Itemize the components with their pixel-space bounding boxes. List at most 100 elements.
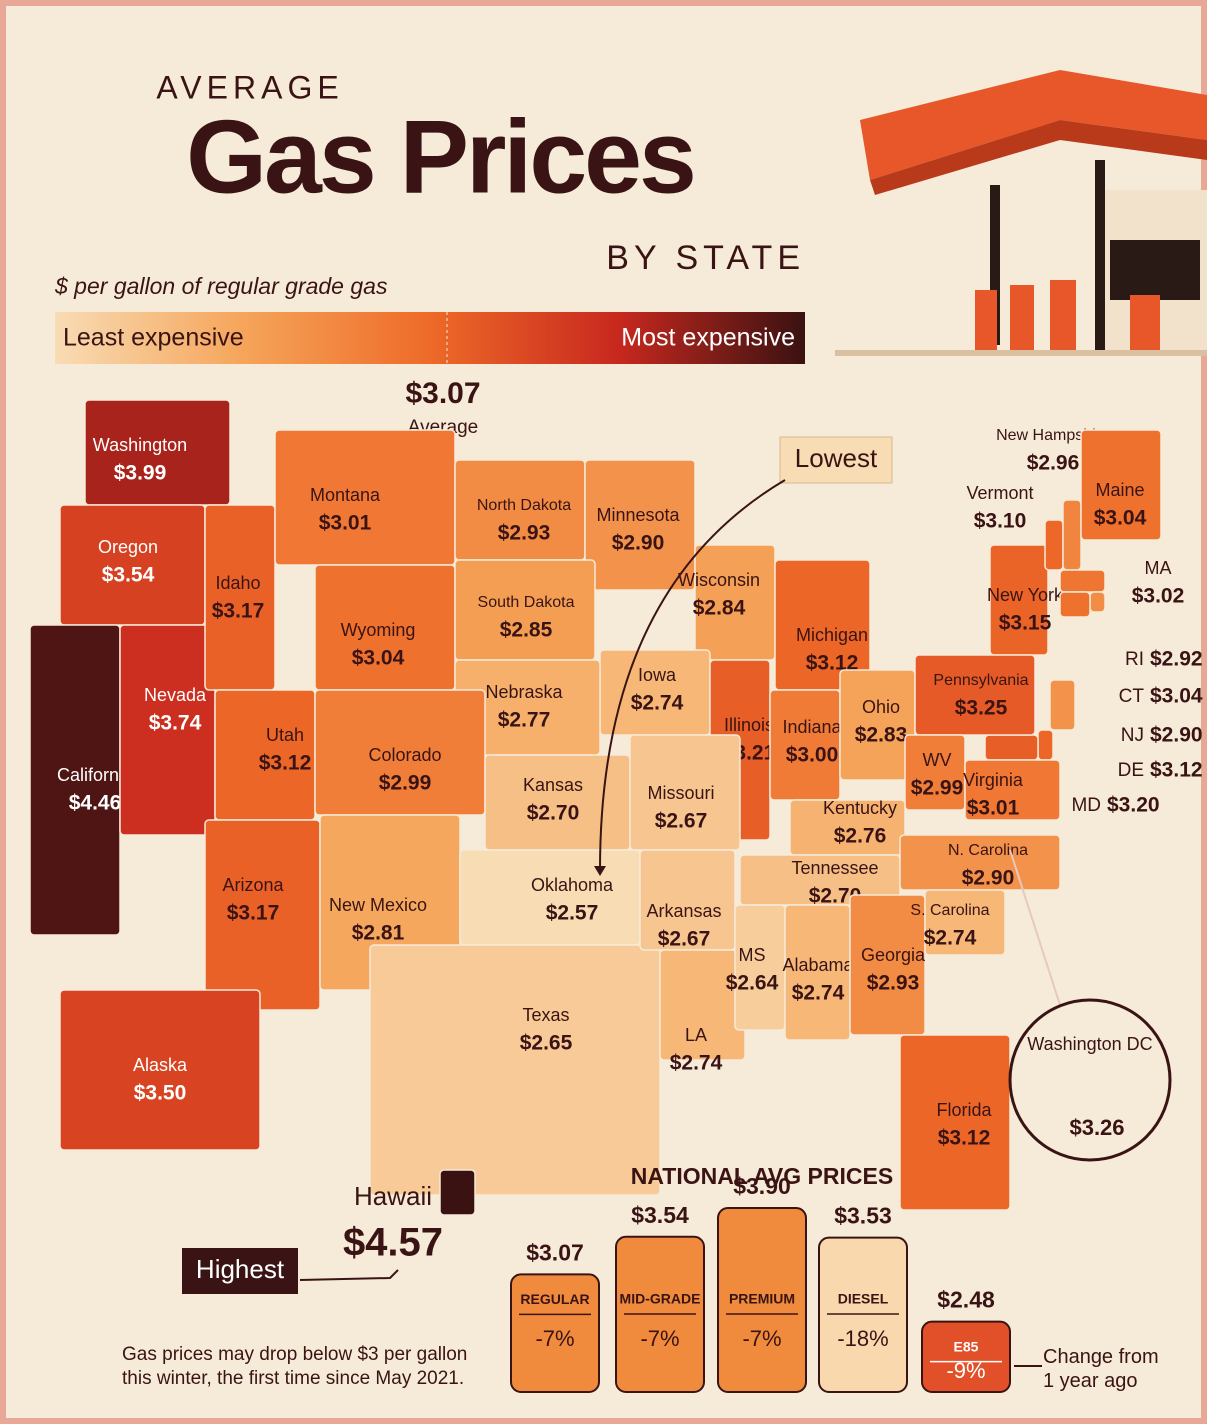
state-name: Oklahoma bbox=[531, 875, 614, 895]
state-name: Alabama bbox=[782, 955, 854, 975]
state-price: $3.12 bbox=[938, 1127, 991, 1150]
lowest-arrowhead bbox=[594, 866, 606, 876]
price-can bbox=[510, 1273, 600, 1394]
dc-name: Washington DC bbox=[1027, 1034, 1152, 1054]
unit-note: $ per gallon of regular grade gas bbox=[54, 273, 388, 299]
state-price: $3.17 bbox=[212, 600, 265, 623]
state-price: $2.99 bbox=[911, 777, 964, 800]
state-price: $3.15 bbox=[999, 612, 1052, 635]
state-price: $3.12 bbox=[806, 652, 859, 675]
state-price: $2.96 bbox=[1027, 452, 1080, 475]
state bbox=[849, 894, 926, 1036]
state bbox=[59, 989, 261, 1151]
state bbox=[204, 504, 276, 691]
average-value: $3.07 bbox=[405, 377, 480, 410]
state-price: $2.67 bbox=[658, 928, 711, 951]
national-prices: $3.07 REGULAR -7% $3.54 MID-GRADE -7% $3.90 PRE… bbox=[510, 1173, 1011, 1394]
state bbox=[369, 944, 661, 1196]
state-price: $2.90 bbox=[1150, 724, 1203, 747]
state-name: WV bbox=[923, 750, 952, 770]
state-price: $3.17 bbox=[227, 902, 280, 925]
price-label: $2.48 bbox=[937, 1287, 995, 1313]
state bbox=[924, 889, 1006, 956]
price-change: -7% bbox=[535, 1326, 574, 1351]
price-label: $3.53 bbox=[834, 1203, 892, 1229]
state-price: $2.57 bbox=[546, 902, 599, 925]
state-name: Minnesota bbox=[596, 505, 680, 525]
state-name: Kansas bbox=[523, 775, 583, 795]
state-name: Pennsylvania bbox=[933, 672, 1028, 689]
state-name: Idaho bbox=[215, 573, 260, 593]
state bbox=[734, 904, 786, 1031]
state bbox=[584, 459, 696, 591]
state-name: Utah bbox=[266, 725, 304, 745]
grade-name: E85 bbox=[954, 1338, 979, 1354]
state-name: RI bbox=[1125, 649, 1144, 670]
state-name: Kentucky bbox=[823, 798, 897, 818]
state-price: $2.76 bbox=[834, 825, 887, 848]
state-name: Wisconsin bbox=[678, 570, 760, 590]
state-name: N. Carolina bbox=[948, 842, 1028, 859]
state-price: $2.64 bbox=[726, 972, 779, 995]
state-price: $2.74 bbox=[792, 982, 845, 1005]
state-name: DE bbox=[1118, 760, 1144, 781]
state bbox=[914, 654, 1036, 736]
state-price: $3.02 bbox=[1132, 585, 1185, 608]
highest-label: Highest bbox=[196, 1254, 285, 1284]
state-price: $2.74 bbox=[631, 692, 684, 715]
price-can bbox=[717, 1207, 807, 1393]
state-price: $2.81 bbox=[352, 922, 405, 945]
state-name: Virginia bbox=[963, 770, 1024, 790]
state-price: $2.74 bbox=[670, 1052, 723, 1075]
price-label: $3.54 bbox=[631, 1202, 689, 1228]
state-name: NJ bbox=[1121, 725, 1144, 746]
state-price: $3.04 bbox=[1094, 507, 1147, 530]
state-name: Wyoming bbox=[341, 620, 416, 640]
state-price: $2.92 bbox=[1150, 648, 1203, 671]
state-name: California bbox=[57, 765, 134, 785]
state-name: South Dakota bbox=[478, 594, 575, 611]
state-name: Alaska bbox=[133, 1055, 188, 1075]
state-price: $2.67 bbox=[655, 810, 708, 833]
state bbox=[1037, 729, 1054, 761]
price-change: -9% bbox=[946, 1358, 985, 1383]
state bbox=[899, 1034, 1011, 1211]
state-price: $2.93 bbox=[867, 972, 920, 995]
state-name: Michigan bbox=[796, 625, 868, 645]
state-name: Tennessee bbox=[791, 858, 878, 878]
state-name: Iowa bbox=[638, 665, 677, 685]
state-name: Colorado bbox=[368, 745, 441, 765]
state-name: Washington bbox=[93, 435, 187, 455]
state-price: $2.85 bbox=[500, 619, 553, 642]
lowest-box bbox=[779, 436, 893, 484]
state-price: $3.20 bbox=[1107, 794, 1160, 817]
change-note: Change from 1 year ago bbox=[1043, 1346, 1159, 1392]
state-price: $3.01 bbox=[319, 512, 372, 535]
state-name: Georgia bbox=[861, 945, 926, 965]
state-price: $4.46 bbox=[69, 792, 122, 815]
state-name: Indiana bbox=[782, 717, 842, 737]
state-price: $2.90 bbox=[612, 532, 665, 555]
state-name: Nevada bbox=[144, 685, 207, 705]
state-name: Vermont bbox=[966, 483, 1033, 503]
grade-name: MID-GRADE bbox=[620, 1291, 701, 1307]
state bbox=[984, 734, 1039, 761]
state-price: $2.70 bbox=[809, 885, 862, 908]
state bbox=[1062, 499, 1082, 571]
state bbox=[439, 1169, 476, 1216]
state-price: $2.83 bbox=[855, 724, 908, 747]
state-name: Florida bbox=[936, 1100, 992, 1120]
state bbox=[964, 759, 1061, 821]
state-name: Oregon bbox=[98, 537, 158, 557]
state bbox=[1089, 591, 1106, 613]
state-name: LA bbox=[685, 1025, 707, 1045]
state-price: $3.12 bbox=[259, 752, 312, 775]
state-price: $3.10 bbox=[974, 510, 1027, 533]
highest-box bbox=[182, 1248, 298, 1294]
footnote: Gas prices may drop below $3 per gallon … bbox=[122, 1344, 468, 1389]
state-price: $3.99 bbox=[114, 462, 167, 485]
legend-high: Most expensive bbox=[621, 324, 795, 352]
price-can bbox=[818, 1236, 908, 1393]
price-change: -7% bbox=[742, 1326, 781, 1351]
